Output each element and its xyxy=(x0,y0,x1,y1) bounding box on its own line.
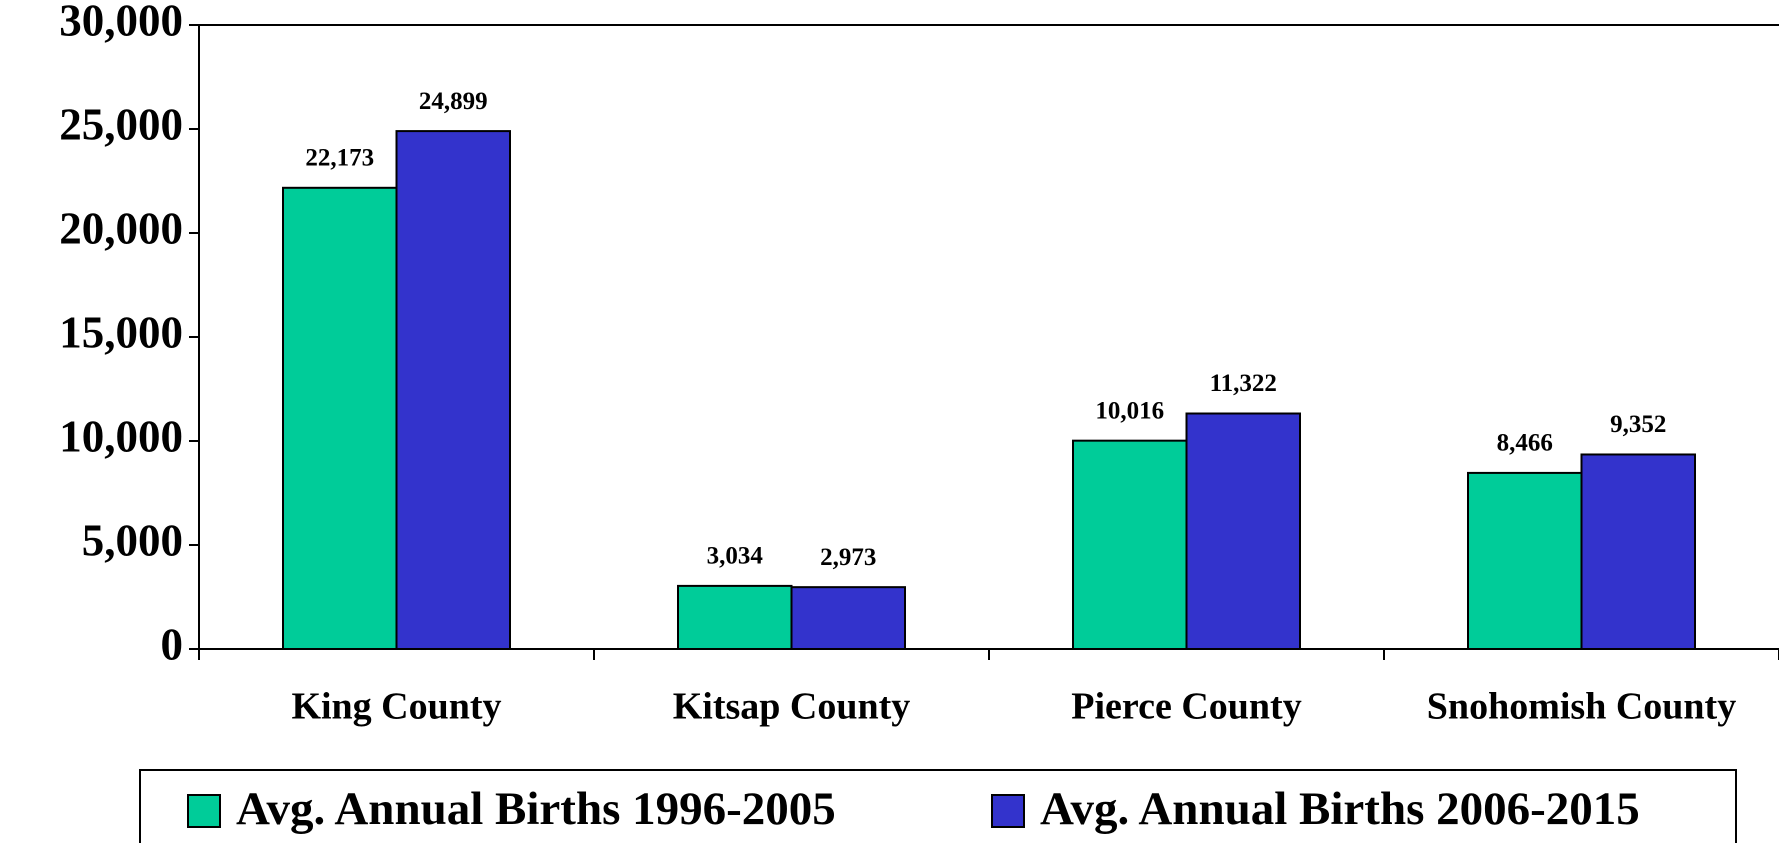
y-tick-label: 10,000 xyxy=(59,411,183,461)
value-label: 24,899 xyxy=(419,88,488,115)
x-tick-label: Kitsap County xyxy=(673,686,911,728)
legend-swatch xyxy=(991,794,1025,828)
legend-box xyxy=(139,769,1737,843)
value-label: 11,322 xyxy=(1210,370,1277,397)
value-label: 2,973 xyxy=(820,544,876,571)
bar xyxy=(1467,471,1583,650)
value-label: 22,173 xyxy=(305,145,374,172)
x-tick-label: Snohomish County xyxy=(1427,686,1736,728)
bar xyxy=(1580,453,1696,650)
value-label: 10,016 xyxy=(1095,397,1164,424)
bar xyxy=(790,586,906,651)
bar xyxy=(677,584,793,651)
bar xyxy=(395,130,511,650)
value-label: 9,352 xyxy=(1610,411,1666,438)
y-tick-label: 20,000 xyxy=(59,203,183,253)
legend-swatch xyxy=(187,794,221,828)
bar xyxy=(1072,439,1188,650)
y-tick-label: 30,000 xyxy=(59,0,183,45)
y-tick-label: 5,000 xyxy=(82,515,183,565)
x-tick-label: King County xyxy=(291,686,501,728)
value-label: 3,034 xyxy=(707,543,764,570)
y-tick-label: 0 xyxy=(161,619,184,669)
legend-label: Avg. Annual Births 1996-2005 xyxy=(236,783,836,835)
bar xyxy=(1185,412,1301,651)
y-tick-label: 15,000 xyxy=(59,307,183,357)
x-tick-label: Pierce County xyxy=(1071,686,1301,728)
value-label: 8,466 xyxy=(1497,430,1553,457)
legend-label: Avg. Annual Births 2006-2015 xyxy=(1040,783,1640,835)
bar xyxy=(282,186,398,650)
y-tick-label: 25,000 xyxy=(59,99,183,149)
